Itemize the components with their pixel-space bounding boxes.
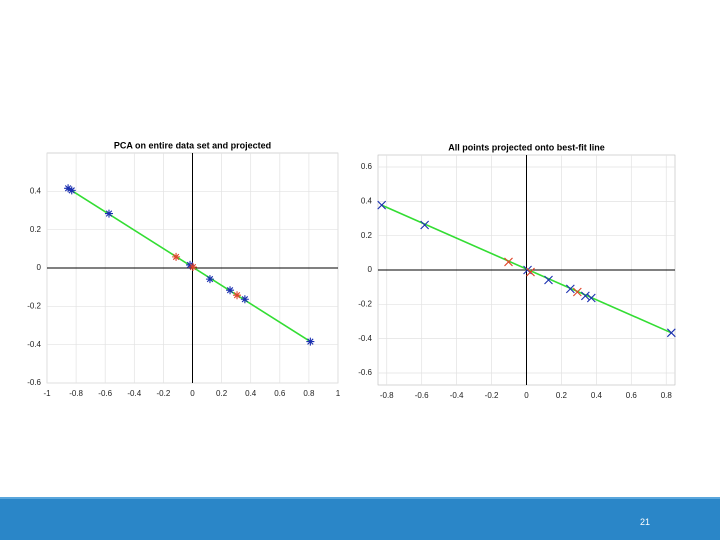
x-tick-label: -0.4 [127,389,141,398]
y-tick-label: 0.4 [361,196,373,205]
x-tick-label: 1 [336,389,341,398]
y-tick-label: 0.2 [361,231,373,240]
point [172,252,181,261]
point [572,287,582,297]
x-tick-label: -0.8 [69,389,83,398]
y-tick-label: -0.4 [358,334,372,343]
x-tick-label: 0.8 [303,389,315,398]
x-tick-label: 0.6 [626,391,638,400]
y-tick-label: -0.6 [358,368,372,377]
point [240,295,249,304]
point [186,260,195,269]
x-tick-label: 0.4 [591,391,603,400]
y-tick-label: 0.2 [30,225,42,234]
point [565,284,575,294]
page-number: 21 [640,517,651,527]
y-tick-label: -0.2 [27,301,41,310]
point [420,220,430,230]
point [188,263,197,272]
y-tick-label: 0 [37,263,42,272]
x-tick-label: -0.4 [450,391,464,400]
x-tick-label: 0 [524,391,529,400]
point [205,275,214,284]
x-tick-label: -0.8 [380,391,394,400]
x-tick-label: -0.2 [157,389,171,398]
chart-title: PCA on entire data set and projected [114,140,271,150]
chart-title: All points projected onto best-fit line [448,142,605,152]
point [306,337,315,346]
point [233,291,242,300]
point [544,275,553,285]
x-tick-label: 0.8 [661,391,673,400]
charts: PCA on entire data set and projected-1 -0… [27,140,676,400]
x-tick-label: -0.6 [415,391,429,400]
x-tick-label: -1 [43,389,51,398]
y-tick-label: -0.6 [27,378,41,387]
point [67,186,76,195]
y-tick-label: 0.4 [30,186,42,195]
y-tick-label: 0.6 [361,162,373,171]
point [526,267,535,277]
point [104,209,113,218]
x-tick-label: 0.4 [245,389,257,398]
y-tick-label: -0.4 [27,340,41,349]
y-tick-label: -0.2 [358,299,372,308]
point [580,291,590,301]
footer-bar: 21 [0,497,720,540]
point [377,200,387,210]
point [586,293,596,303]
point [226,286,235,295]
y-tick-label: 0 [368,265,373,274]
x-tick-label: -0.6 [98,389,112,398]
x-tick-label: 0.6 [274,389,286,398]
point [504,257,513,267]
x-tick-label: 0 [190,389,195,398]
x-tick-label: -0.2 [485,391,499,400]
x-tick-label: 0.2 [556,391,568,400]
point [666,328,676,338]
point [64,184,73,193]
x-tick-label: 0.2 [216,389,228,398]
